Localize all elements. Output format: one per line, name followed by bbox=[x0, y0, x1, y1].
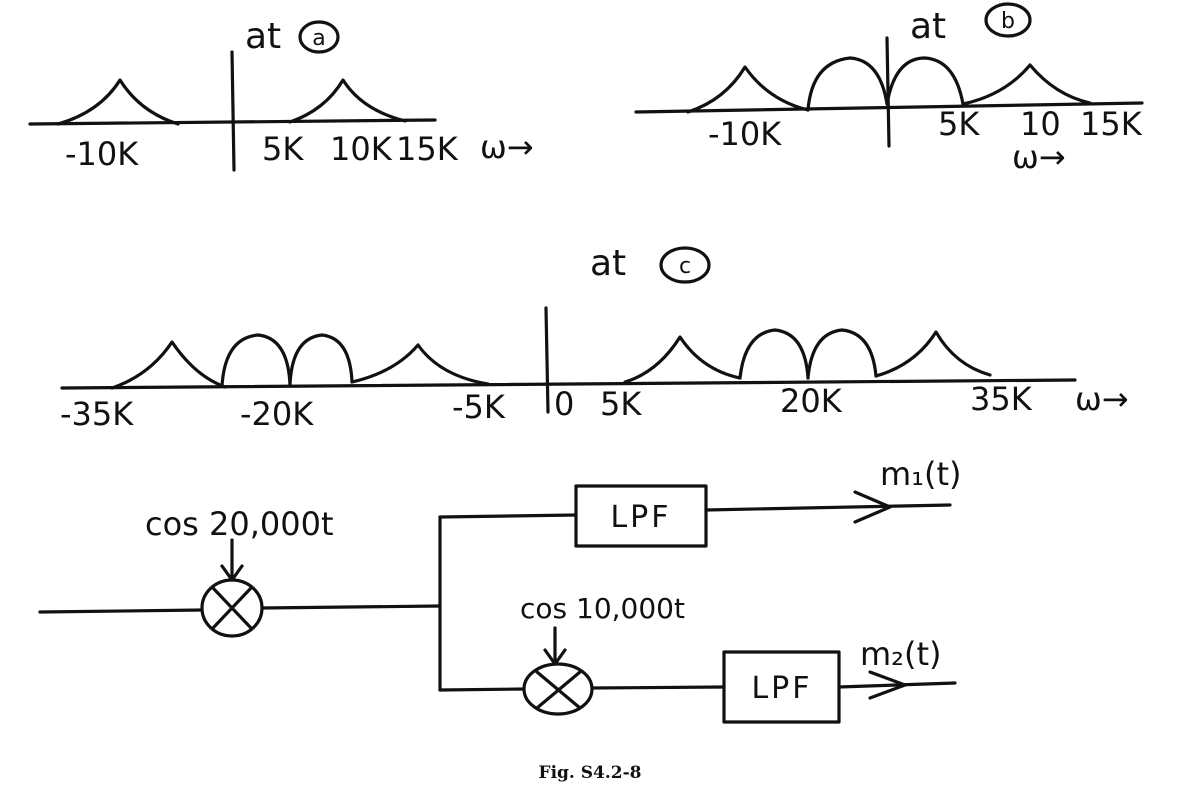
spectrum-b-marker: b bbox=[1001, 9, 1015, 34]
spectrum-c-tick-20k: 20K bbox=[780, 382, 843, 420]
spectrum-c-tick-0: 0 bbox=[554, 385, 574, 423]
spectrum-c-marker: c bbox=[679, 254, 691, 279]
spectrum-a-lobe-right bbox=[288, 78, 407, 124]
spectrum-b-marker-circle bbox=[984, 2, 1032, 38]
spectrum-c-tick-neg35k: -35K bbox=[60, 395, 134, 433]
lpf-top-label: LPF bbox=[610, 500, 671, 535]
spectrum-b: at b -10K 5K 10 15K ω→ bbox=[634, 2, 1144, 176]
spectrum-a-marker: a bbox=[312, 26, 325, 51]
lpf-top-box bbox=[574, 484, 708, 548]
lpf-top-output-line bbox=[704, 503, 952, 512]
spectrum-b-tick-15k: 15K bbox=[1080, 105, 1143, 143]
mixer-bottom-output-line bbox=[590, 685, 726, 690]
spectrum-a-tick-15k: 15K bbox=[396, 130, 459, 168]
spectrum-c-marker-circle bbox=[659, 246, 711, 284]
spectrum-b-lobe-4 bbox=[961, 63, 1092, 106]
mixer-top bbox=[200, 578, 264, 638]
spectrum-c-lobe-3 bbox=[288, 333, 354, 387]
mixer-top-output-line bbox=[260, 604, 442, 610]
spectrum-c-axis-label: ω→ bbox=[1075, 380, 1129, 418]
lower-branch-line bbox=[438, 687, 526, 692]
spectrum-c-lobe-4 bbox=[350, 343, 490, 386]
spectrum-c-vertical-axis bbox=[544, 306, 550, 414]
spectrum-c-tick-neg20k: -20K bbox=[240, 395, 314, 433]
carrier-bottom-label: cos 10,000t bbox=[520, 592, 685, 625]
lpf-bottom-label: LPF bbox=[751, 671, 812, 706]
carrier-top-arrowhead bbox=[220, 564, 244, 582]
lpf-top-output-arrowhead bbox=[853, 490, 892, 524]
mixer-bottom bbox=[522, 662, 594, 716]
spectrum-c-lobe-8 bbox=[874, 330, 992, 378]
mixer-bottom-cross-2 bbox=[535, 670, 582, 710]
spectrum-a-tick-10k: 10K bbox=[330, 130, 393, 168]
output-bottom-label: m₂(t) bbox=[860, 635, 942, 673]
lpf-bottom-output-line bbox=[837, 681, 957, 689]
lpf-bottom-output-arrowhead bbox=[868, 670, 907, 700]
spectrum-a-tick-5k: 5K bbox=[262, 130, 304, 168]
spectrum-b-lobe-2 bbox=[806, 56, 889, 112]
spectrum-b-tick-neg10k: -10K bbox=[708, 115, 782, 153]
spectrum-a-axis-label: ω→ bbox=[480, 128, 534, 166]
spectrum-c-tick-neg5k: -5K bbox=[452, 388, 506, 426]
output-top-label: m₁(t) bbox=[880, 455, 962, 493]
spectrum-c-lobe-1 bbox=[110, 340, 227, 390]
carrier-top-label: cos 20,000t bbox=[145, 505, 334, 543]
spectrum-a-lobe-left bbox=[56, 78, 180, 126]
spectrum-c-axis bbox=[60, 378, 1077, 390]
mixer-top-cross-2 bbox=[211, 586, 253, 630]
spectrum-b-tick-5k: 5K bbox=[938, 105, 980, 143]
spectrum-b-lobe-1 bbox=[686, 65, 810, 114]
block-diagram: cos 20,000t LPF m₁(t) cos 10,000t LPF m₂… bbox=[38, 455, 962, 724]
spectrum-b-axis-label: ω→ bbox=[1012, 138, 1066, 176]
carrier-bottom-arrowhead bbox=[543, 648, 567, 666]
spectrum-c-lobe-6 bbox=[738, 328, 810, 380]
spectrum-b-vertical-axis bbox=[885, 36, 891, 148]
spectrum-c-tick-35k: 35K bbox=[970, 380, 1033, 418]
spectrum-b-tick-10: 10 bbox=[1020, 105, 1061, 143]
spectrum-a-tick-neg10k: -10K bbox=[65, 135, 139, 173]
spectrum-b-title: at bbox=[910, 6, 946, 47]
spectrum-a-vertical-axis bbox=[230, 50, 236, 172]
spectrum-c: at c -35K -20K -5K 0 5K 20K 35K ω→ bbox=[60, 243, 1129, 433]
spectrum-a: at a -10K 5K 10K 15K ω→ bbox=[28, 16, 534, 173]
spectrum-c-tick-5k: 5K bbox=[600, 385, 642, 423]
input-line bbox=[38, 608, 204, 614]
spectrum-c-lobe-5 bbox=[623, 335, 742, 384]
spectrum-b-lobe-3 bbox=[885, 56, 965, 106]
spectrum-a-title: at bbox=[245, 16, 281, 57]
spectrum-c-title: at bbox=[590, 243, 626, 284]
spectrum-c-lobe-7 bbox=[806, 328, 878, 380]
spectrum-c-lobe-2 bbox=[220, 333, 292, 388]
spectrum-a-marker-circle bbox=[298, 20, 340, 54]
upper-branch-line bbox=[438, 513, 578, 519]
figure-caption: Fig. S4.2-8 bbox=[539, 763, 642, 783]
